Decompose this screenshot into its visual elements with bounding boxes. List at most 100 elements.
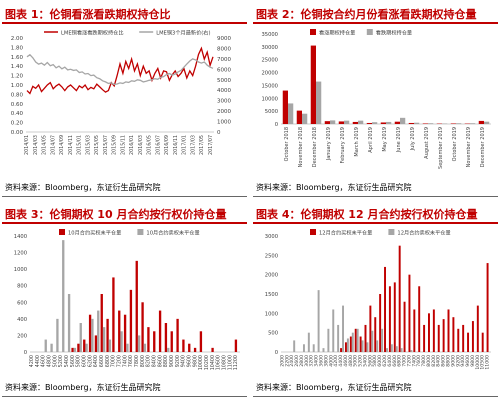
y-tick-label-left: 0.60 [11, 102, 24, 108]
legend-label: LME铜3个月最新价(右) [156, 29, 210, 37]
y-tick-label-left: 0.20 [11, 121, 24, 127]
bar [302, 344, 305, 352]
x-tick-label: 2016/03 [138, 135, 144, 155]
x-tick-label: 3800 [323, 355, 329, 367]
bar [400, 348, 403, 352]
bar [97, 310, 100, 352]
x-tick-label: 2014/03 [33, 135, 39, 155]
x-tick-label: 6400 [387, 355, 393, 367]
x-tick-label: 8400 [151, 355, 157, 367]
bar [77, 343, 80, 352]
bar [167, 347, 170, 352]
x-tick-label: 9000 [169, 355, 175, 367]
bottom-rule [253, 196, 498, 197]
bar [332, 309, 335, 352]
x-tick-label: 6400 [93, 355, 99, 367]
x-tick-label: 2014/09 [59, 135, 65, 155]
x-tick-label: 2017/01 [182, 135, 188, 155]
bar [410, 350, 413, 352]
bar [408, 274, 411, 352]
x-tick-label: September 2019 [438, 127, 444, 169]
figure-3-title: 图表 3：伦铜期权 10 月合约按行权价持仓量 [5, 208, 227, 221]
legend-label: 看涨期权持仓量 [319, 29, 355, 37]
figure-4-source: 资料来源：Bloomberg，东证衍生品研究院 [256, 383, 412, 392]
bar [135, 260, 138, 352]
x-tick-label: 2015/03 [85, 135, 91, 155]
title-rule [253, 222, 498, 224]
x-tick-label: November 2018 [298, 127, 304, 167]
bar [56, 318, 59, 352]
bar [102, 327, 106, 352]
x-tick-label: 2800 [299, 355, 305, 367]
x-tick-label: 7800 [421, 355, 427, 367]
bar [129, 289, 133, 352]
x-tick-label: 10000 [198, 355, 204, 370]
x-tick-label: July 2019 [410, 127, 416, 151]
bar [199, 331, 203, 352]
bar [211, 347, 214, 352]
x-tick-label: 8000 [426, 355, 432, 367]
legend-label: 10月合约卖权未平仓量 [146, 229, 199, 237]
bar [44, 339, 47, 352]
bar [371, 330, 374, 352]
bar [462, 324, 465, 352]
bar [234, 339, 238, 352]
bar [476, 305, 479, 352]
x-tick-label: 9400 [460, 355, 466, 367]
x-tick-label: 7600 [416, 355, 422, 367]
bar [380, 122, 386, 124]
x-tick-label: 5000 [52, 355, 58, 367]
bar [395, 346, 398, 352]
bar [376, 340, 379, 352]
y-tick-label: 2000 [265, 273, 278, 279]
title-rule [2, 222, 247, 224]
bar [349, 336, 352, 352]
x-tick-label: 10600 [216, 355, 222, 370]
legend-label: 10月合约买权未平仓量 [68, 229, 121, 237]
bar [312, 344, 315, 352]
legend-label: 12月合约买权未平仓量 [319, 229, 372, 237]
x-tick-label: 4000 [328, 355, 334, 367]
bar [126, 343, 129, 352]
x-tick-label: 2016/09 [164, 135, 170, 155]
bar [456, 123, 462, 124]
bar [481, 332, 484, 352]
x-tick-label: April 2019 [368, 127, 374, 153]
bar [366, 122, 372, 124]
bar [62, 240, 65, 352]
bar [386, 121, 392, 124]
x-tick-label: 8200 [431, 355, 437, 367]
x-tick-label: 4200 [333, 355, 339, 367]
x-tick-label: 8800 [446, 355, 452, 367]
chart-2: 0 5000 10000 15000 20000 25000 30000 35000 Octob… [261, 29, 491, 169]
x-tick-label: 5200 [58, 355, 64, 367]
x-tick-label: 2015/07 [103, 135, 109, 155]
bar [316, 81, 322, 124]
bar [91, 318, 94, 352]
figure-2: 图表 2：伦铜按合约月份看涨看跌期权持仓量 0 5000 10000 15000 200… [253, 0, 498, 198]
x-tick-label: 5800 [372, 355, 378, 367]
y-tick-label-right: 7000 [217, 57, 231, 63]
y-tick-label-left: 1.20 [11, 74, 24, 80]
bar [302, 113, 308, 124]
bar [153, 331, 156, 352]
x-tick-label: 8000 [140, 355, 146, 367]
bar [351, 332, 354, 352]
x-tick-label: 5400 [363, 355, 369, 367]
legend-swatch [137, 229, 144, 235]
y-tick-label: 5000 [265, 109, 278, 115]
bar [327, 328, 330, 352]
figure-1: 图表 1：伦铜看涨看跌期权持仓比 0.00 0.20 0.40 0.60 0.80 1.0… [2, 0, 247, 198]
y-tick-label: 0 [275, 122, 278, 128]
x-tick-label: 5600 [367, 355, 373, 367]
x-tick-label: 2016/11 [173, 135, 179, 155]
bar [484, 121, 490, 124]
x-tick-label: 9000 [450, 355, 456, 367]
bar [85, 343, 88, 352]
x-tick-label: 2400 [289, 355, 295, 367]
bar [83, 339, 86, 352]
series-line [26, 46, 214, 95]
bar [79, 323, 82, 352]
bar [432, 309, 435, 352]
